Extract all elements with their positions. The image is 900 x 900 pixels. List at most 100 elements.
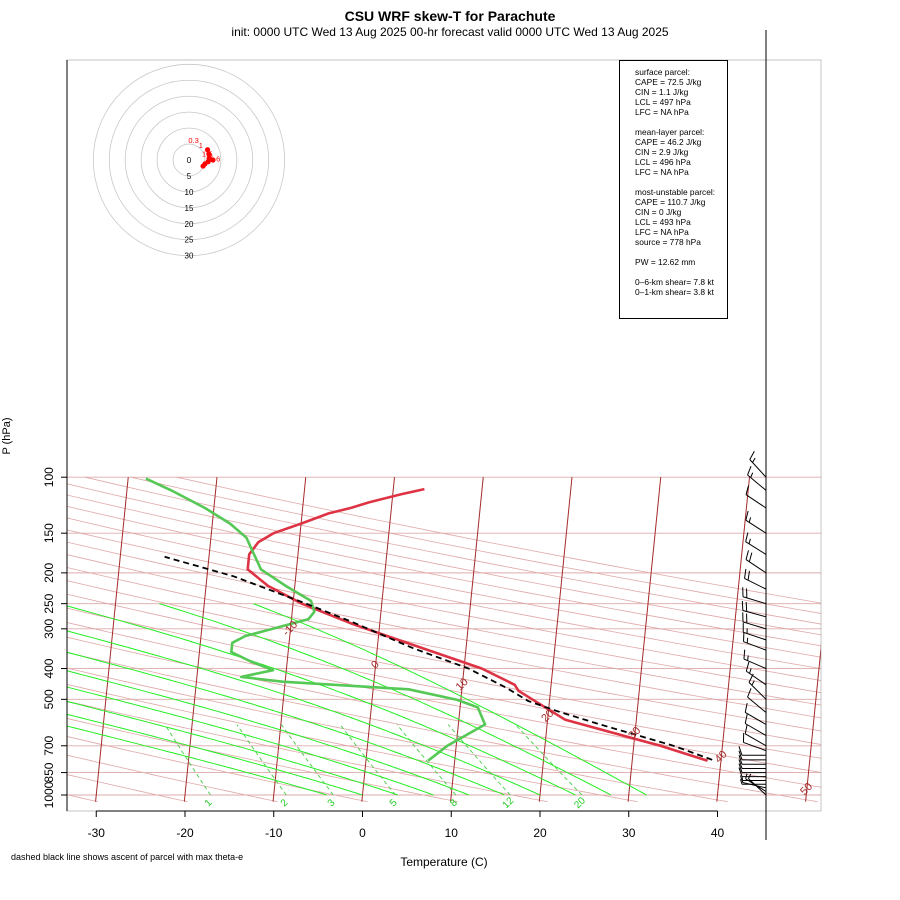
dry-adiabat-line (67, 554, 821, 706)
wind-barb-flag (745, 485, 750, 495)
wind-barb-flag (745, 602, 748, 612)
dry-adiabat-line (67, 567, 821, 719)
isotherm-line (716, 477, 750, 802)
wind-barb-flag (744, 568, 747, 579)
wind-barb-flag (743, 649, 746, 660)
moist-adiabat-line (253, 603, 647, 796)
wind-barb-shaft (742, 782, 767, 789)
info-line: CAPE = 46.2 J/kg (635, 137, 702, 147)
y-tick-label: 1000 (42, 781, 56, 808)
wind-barb-shaft (743, 741, 767, 752)
chart-title: CSU WRF skew-T for Parachute (344, 8, 556, 24)
wind-barb-flag (747, 465, 752, 476)
wind-barb-flag (738, 755, 743, 765)
hodograph-ring-label: 30 (185, 252, 194, 261)
dry-adiabat-line (67, 718, 458, 803)
info-line: LCL = 496 hPa (635, 157, 691, 167)
x-tick-label: -20 (176, 826, 194, 840)
hodograph-point-label: 3 (209, 153, 213, 162)
wind-barb-flag (744, 714, 748, 724)
wind-barb (747, 465, 767, 491)
dry-adiabat-line (67, 593, 821, 745)
info-line: most-unstable parcel: (635, 187, 716, 197)
hodograph: 0 5 10 15 20 25 30 0.311.53 6 (92, 63, 286, 261)
hodograph-ring-label: 25 (185, 236, 194, 245)
info-line: surface parcel: (635, 67, 690, 77)
wind-barb-half-flag (752, 457, 756, 463)
wind-barb-shaft (749, 459, 767, 478)
wind-barb (745, 510, 767, 534)
mixing-ratio-label: 2 (279, 797, 291, 809)
mixing-ratio-line (339, 724, 396, 796)
dry-adiabat-line (67, 517, 821, 670)
wind-barb-shaft (747, 696, 767, 713)
most-unstable-parcel-group: most-unstable parcel: CAPE = 110.7 J/kg … (635, 187, 727, 247)
y-tick-label: 400 (42, 658, 56, 678)
moist-adiabat-line (67, 700, 399, 796)
hodograph-point-label: 1 (199, 141, 203, 150)
wind-barb-flag (744, 724, 748, 734)
surface-parcel-group: surface parcel: CAPE = 72.5 J/kg CIN = 1… (635, 67, 727, 117)
wind-barb-half-flag (748, 517, 752, 523)
wind-barb (738, 767, 766, 778)
wind-barb-half-flag (750, 472, 754, 478)
wind-barbs (738, 30, 767, 840)
info-line: CIN = 0 J/kg (635, 207, 682, 217)
wind-barb-flag (745, 550, 750, 560)
wind-barb (744, 568, 767, 590)
wind-barb-flag (738, 763, 743, 773)
mixing-ratio-label: 5 (388, 797, 400, 809)
dry-adiabat-line (67, 529, 821, 681)
info-line: LCL = 493 hPa (635, 217, 691, 227)
wind-barb-half-flag (740, 779, 743, 785)
wind-barb (742, 622, 767, 641)
info-line: CIN = 1.1 J/kg (635, 87, 689, 97)
wind-barb-flag (738, 750, 743, 760)
isotherm-label: 10 (454, 676, 471, 693)
moist-adiabat-line (67, 630, 541, 796)
wind-barb-flag (747, 570, 750, 581)
isotherm-line (183, 477, 218, 802)
parcel-info-box: surface parcel: CAPE = 72.5 J/kg CIN = 1… (619, 60, 728, 319)
isotherm-line (627, 477, 662, 802)
mixing-ratio-line (164, 724, 211, 796)
hodograph-ring (124, 95, 254, 225)
y-tick-label: 300 (42, 618, 56, 638)
wind-barb-flag (738, 767, 743, 777)
wind-barb-half-flag (749, 668, 752, 674)
hodograph-ring (140, 111, 238, 209)
wind-barb (745, 532, 767, 555)
wind-barb-shaft (744, 712, 767, 725)
hodograph-ring (156, 127, 222, 193)
dry-adiabat-line (67, 652, 818, 803)
x-tick-label: 0 (359, 826, 366, 840)
wind-barb (740, 779, 766, 785)
wind-barb-flag (738, 746, 743, 756)
mixing-ratio-label: 3 (326, 797, 338, 809)
dry-adiabat-line (67, 580, 821, 732)
wind-barb-shaft (743, 658, 767, 669)
x-tick-label: -10 (265, 826, 283, 840)
mixing-ratio-line (515, 724, 583, 796)
y-tick-label: 100 (42, 467, 56, 487)
wind-barb (738, 763, 766, 774)
hodograph-ring (108, 79, 270, 241)
wind-barb (742, 732, 767, 752)
wind-barb (741, 601, 767, 618)
precipitable-water-group: PW = 12.62 mm (635, 257, 727, 267)
wind-barb-flag (741, 601, 744, 611)
wind-barb-flag (745, 661, 750, 672)
dry-adiabat-line (67, 622, 821, 773)
wind-barb-flag (745, 532, 749, 542)
isotherm-line (805, 643, 821, 802)
wind-barb-flag (738, 759, 743, 769)
dry-adiabat-line (67, 774, 188, 803)
wind-barb (738, 755, 766, 765)
wind-barb-shaft (742, 621, 767, 630)
shear-group: 0–6-km shear= 7.8 kt 0–1-km shear= 3.8 k… (635, 277, 727, 297)
wind-barb (742, 587, 767, 605)
isotherm-label: 40 (713, 748, 730, 765)
y-tick-label: 700 (42, 735, 56, 755)
x-tick-label: 20 (533, 826, 547, 840)
info-line: CAPE = 72.5 J/kg (635, 77, 702, 87)
